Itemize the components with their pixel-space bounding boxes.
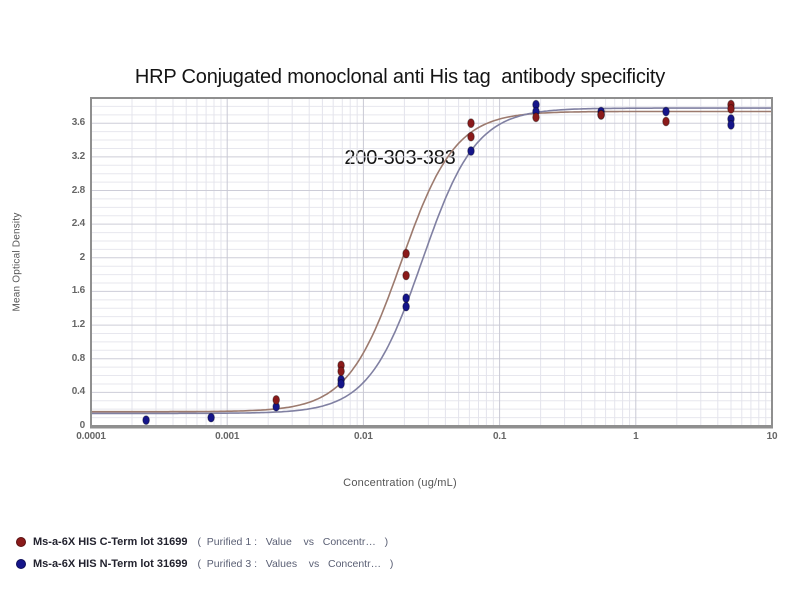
data-point [402, 293, 410, 304]
x-tick-label: 0.0001 [76, 431, 106, 442]
plot-border [90, 97, 773, 427]
fit-curves [91, 107, 772, 415]
chart-title: HRP Conjugated monoclonal anti His tag a… [0, 10, 800, 226]
data-point [402, 270, 410, 281]
legend-marker-red-icon [16, 537, 26, 547]
data-point [337, 379, 345, 389]
chart-title-line1: HRP Conjugated monoclonal anti His tag a… [134, 66, 666, 88]
legend-series-detail: ( Purified 1 : Value vs Concentr… ) [197, 536, 389, 548]
y-tick-label: 3.6 [71, 117, 86, 129]
legend-series-detail: ( Purified 3 : Values vs Concentr… ) [197, 558, 394, 570]
legend-item-nterm: Ms-a-6X HIS N-Term lot 31699 ( Purified … [16, 553, 393, 575]
x-tick-label: 0.01 [354, 431, 373, 442]
x-axis-title: Concentration (ug/mL) [343, 477, 457, 489]
data-point [727, 120, 735, 130]
y-tick-label: 2 [79, 251, 86, 263]
data-point [597, 109, 605, 120]
data-point [467, 118, 475, 129]
legend: Ms-a-6X HIS C-Term lot 31699 ( Purified … [16, 531, 393, 575]
data-point [337, 366, 345, 377]
y-tick-label: 1.6 [71, 285, 86, 297]
x-tick-label: 0.001 [215, 431, 240, 442]
data-points [142, 99, 735, 426]
data-point [662, 116, 670, 127]
legend-series-name: Ms-a-6X HIS N-Term lot 31699 [33, 558, 188, 570]
data-point [727, 104, 735, 114]
legend-series-name: Ms-a-6X HIS C-Term lot 31699 [33, 536, 188, 548]
fit-curve [91, 107, 772, 415]
y-tick-label: 0.4 [71, 386, 86, 398]
x-tick-label: 0.1 [492, 431, 507, 442]
y-tick-label: 3.2 [71, 150, 86, 162]
y-tick-label: 0 [79, 420, 86, 431]
legend-marker-blue-icon [16, 559, 26, 569]
data-point [402, 301, 410, 312]
y-axis-title: Mean Optical Density [11, 212, 23, 312]
fit-curve [91, 110, 772, 413]
data-point [467, 131, 475, 142]
data-point [662, 106, 670, 117]
data-point [207, 412, 215, 423]
gridlines-major [91, 98, 772, 426]
data-point [402, 248, 410, 259]
x-tick-label: 1 [633, 431, 639, 442]
y-tick-label: 2.4 [71, 218, 86, 230]
data-point [272, 395, 281, 405]
plot-frame [90, 97, 773, 429]
data-point [142, 415, 150, 426]
y-tick-label: 0.8 [71, 352, 86, 364]
data-point [467, 146, 475, 156]
gridlines-minor [91, 98, 772, 426]
y-tick-label: 2.8 [71, 184, 86, 196]
y-tick-label: 1.2 [71, 319, 86, 331]
data-point [532, 112, 540, 123]
x-tick-label: 10 [766, 431, 778, 442]
legend-item-cterm: Ms-a-6X HIS C-Term lot 31699 ( Purified … [16, 531, 393, 553]
